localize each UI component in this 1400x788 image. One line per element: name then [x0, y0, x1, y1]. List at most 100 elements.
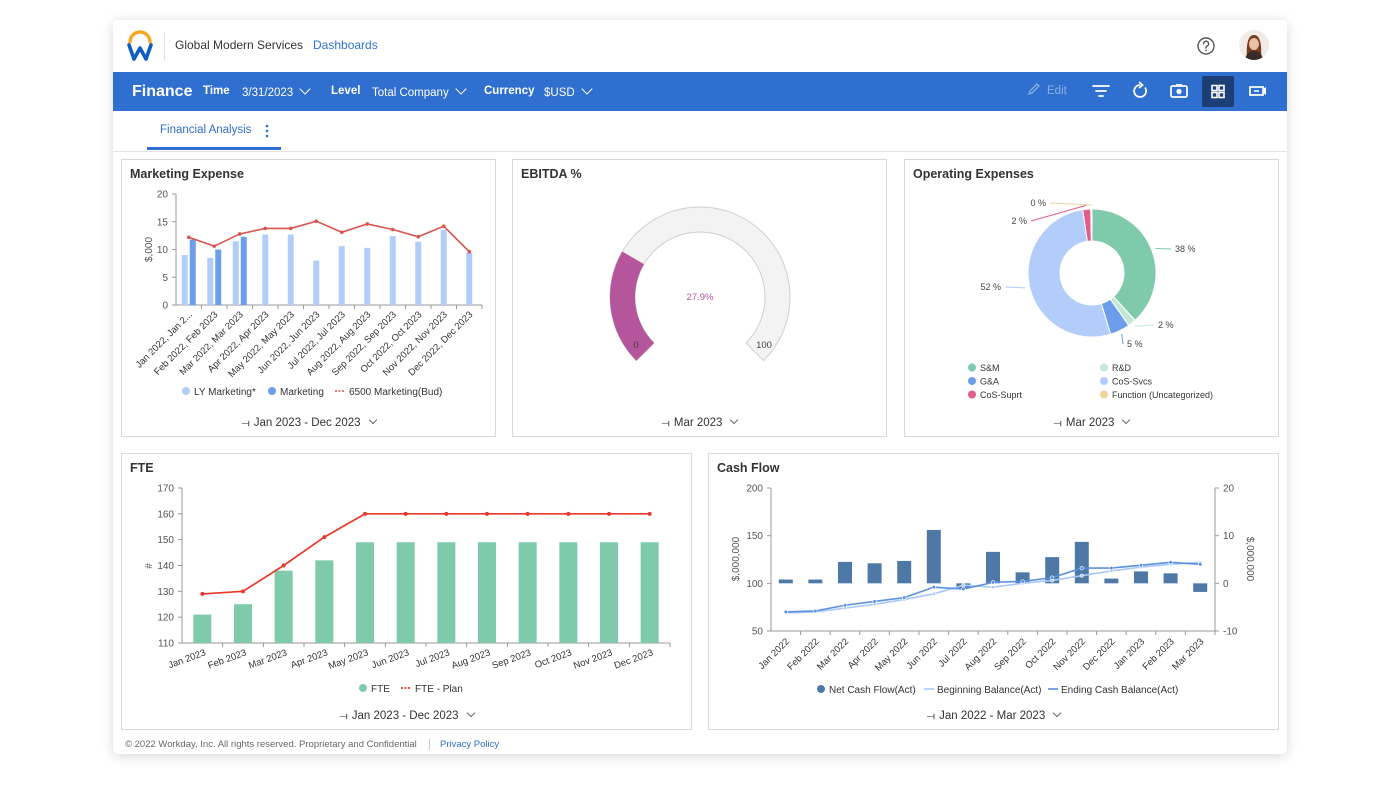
gauge-min-label: 0 [633, 340, 638, 351]
app-window: Global Modern Services Dashboards Financ… [113, 20, 1287, 754]
legend-swatch [268, 387, 276, 395]
period-icon: ⟞ [339, 711, 348, 722]
currency-dropdown[interactable]: $USD [544, 72, 593, 113]
y-axis-label: # [144, 563, 155, 569]
chevron-down-icon [730, 415, 739, 425]
x-tick-label: Jun 2022 [904, 636, 939, 671]
net-cash-flow-bar [1134, 571, 1148, 584]
net-cash-flow-bar [1074, 541, 1089, 584]
x-tick-label: Dec 2023 [613, 647, 655, 671]
chevron-down-icon [368, 415, 377, 425]
legend-swatch [359, 684, 367, 692]
fte-bar [437, 542, 456, 643]
fte-plan-point [200, 591, 205, 596]
fte-plan-point [403, 511, 408, 516]
budget-point [467, 249, 472, 254]
gauge-value-label: 27.9% [687, 292, 714, 303]
ebitda-gauge-chart: 27.9% 0 100 [609, 206, 791, 362]
period-label: Jan 2023 - Dec 2023 [351, 710, 459, 722]
edit-button[interactable]: Edit [1027, 72, 1067, 111]
ly-marketing-bar [364, 247, 371, 305]
legend-label: CoS-Suprt [980, 390, 1023, 400]
legend-swatch [968, 377, 976, 385]
period-selector[interactable]: ⟞ Jan 2023 - Dec 2023 [122, 708, 691, 722]
grid-view-icon[interactable] [1202, 76, 1234, 107]
slice-label: 2 % [1011, 216, 1027, 226]
legend-label: Net Cash Flow(Act) [829, 685, 916, 696]
legend-label: Marketing [280, 387, 324, 398]
panel-title: Marketing Expense [130, 167, 244, 181]
panel-title: EBITDA % [521, 167, 582, 181]
level-value: Total Company [372, 87, 449, 99]
y-axis-label: $,000 [144, 237, 155, 262]
ending-cash-balance-point [1198, 562, 1203, 567]
period-selector[interactable]: ⟞ Mar 2023 [513, 415, 886, 429]
ending-cash-balance-point [990, 580, 996, 585]
slice-label: 38 % [1175, 244, 1196, 254]
level-dropdown[interactable]: Total Company [372, 72, 467, 113]
fte-bar [315, 560, 334, 643]
fte-bar [234, 604, 252, 643]
y2-tick-label: 10 [1223, 531, 1235, 542]
x-tick-label: Mar 2023 [247, 647, 288, 671]
x-tick-label: Nov 2023 [572, 647, 614, 671]
fte-bar [193, 614, 212, 643]
x-tick-label: Sep 2023 [491, 647, 533, 671]
ly-marketing-bar [415, 241, 422, 305]
y-tick-label: 20 [157, 190, 169, 201]
donut-slice [1091, 208, 1157, 322]
chevron-down-icon [466, 708, 475, 718]
period-selector[interactable]: ⟞ Mar 2023 [905, 415, 1278, 429]
refresh-icon[interactable] [1130, 81, 1150, 101]
net-cash-flow-bar [1193, 583, 1208, 592]
y-tick-label: 140 [157, 561, 174, 572]
period-label: Jan 2023 - Dec 2023 [253, 417, 361, 429]
legend-label: FTE [371, 684, 390, 695]
privacy-policy-link[interactable]: Privacy Policy [440, 739, 500, 750]
fte-bar [274, 570, 293, 643]
finance-toolbar: Finance Time 3/31/2023 Level Total Compa… [113, 72, 1287, 111]
time-dropdown[interactable]: 3/31/2023 [242, 72, 311, 113]
tab-bar: Financial Analysis [113, 111, 1287, 152]
breadcrumb-dashboards[interactable]: Dashboards [313, 38, 378, 52]
kebab-menu-icon[interactable] [265, 124, 269, 138]
legend-swatch [1100, 377, 1108, 385]
donut-slice [1090, 208, 1093, 242]
period-selector[interactable]: ⟞ Jan 2022 - Mar 2023 [709, 708, 1278, 722]
legend-label: FTE - Plan [415, 684, 463, 695]
chevron-down-icon [1052, 708, 1062, 718]
x-tick-label: May 2023 [327, 647, 370, 672]
period-label: Mar 2023 [673, 417, 723, 429]
help-icon[interactable] [1196, 36, 1216, 56]
legend-label: S&M [980, 363, 1000, 373]
legend-label: Ending Cash Balance(Act) [1061, 685, 1178, 696]
ly-marketing-bar [338, 246, 345, 305]
legend-label: Beginning Balance(Act) [937, 685, 1042, 696]
slice-label: 2 % [1158, 320, 1174, 330]
filter-icon[interactable] [1091, 81, 1111, 101]
camera-icon[interactable] [1169, 81, 1189, 101]
workday-logo-icon[interactable] [125, 30, 155, 62]
x-tick-label: Mar 2023 [1170, 636, 1206, 672]
fte-bar [640, 542, 659, 643]
time-value: 3/31/2023 [242, 87, 294, 99]
tab-financial-analysis[interactable]: Financial Analysis [147, 111, 281, 150]
budget-point [314, 219, 319, 223]
level-label: Level [331, 85, 361, 97]
x-tick-label: Sep 2022 [992, 636, 1029, 673]
copyright-text: © 2022 Workday, Inc. All rights reserved… [125, 739, 417, 750]
slideshow-icon[interactable] [1248, 81, 1268, 101]
net-cash-flow-bar [778, 579, 793, 584]
marketing-bar [215, 249, 222, 305]
user-avatar[interactable] [1239, 30, 1269, 60]
fte-plan-point [485, 511, 489, 516]
period-selector[interactable]: ⟞ Jan 2023 - Dec 2023 [122, 415, 495, 429]
y-tick-label: 170 [157, 484, 174, 495]
ly-marketing-bar [181, 255, 188, 305]
operating-expenses-chart: 38 %2 %5 %52 %2 %0 %S&M R&DG&A CoS-SvcsCoS… [968, 198, 1213, 400]
budget-point [237, 232, 242, 236]
fte-plan-point [363, 511, 367, 516]
y-tick-label: 110 [158, 639, 174, 650]
